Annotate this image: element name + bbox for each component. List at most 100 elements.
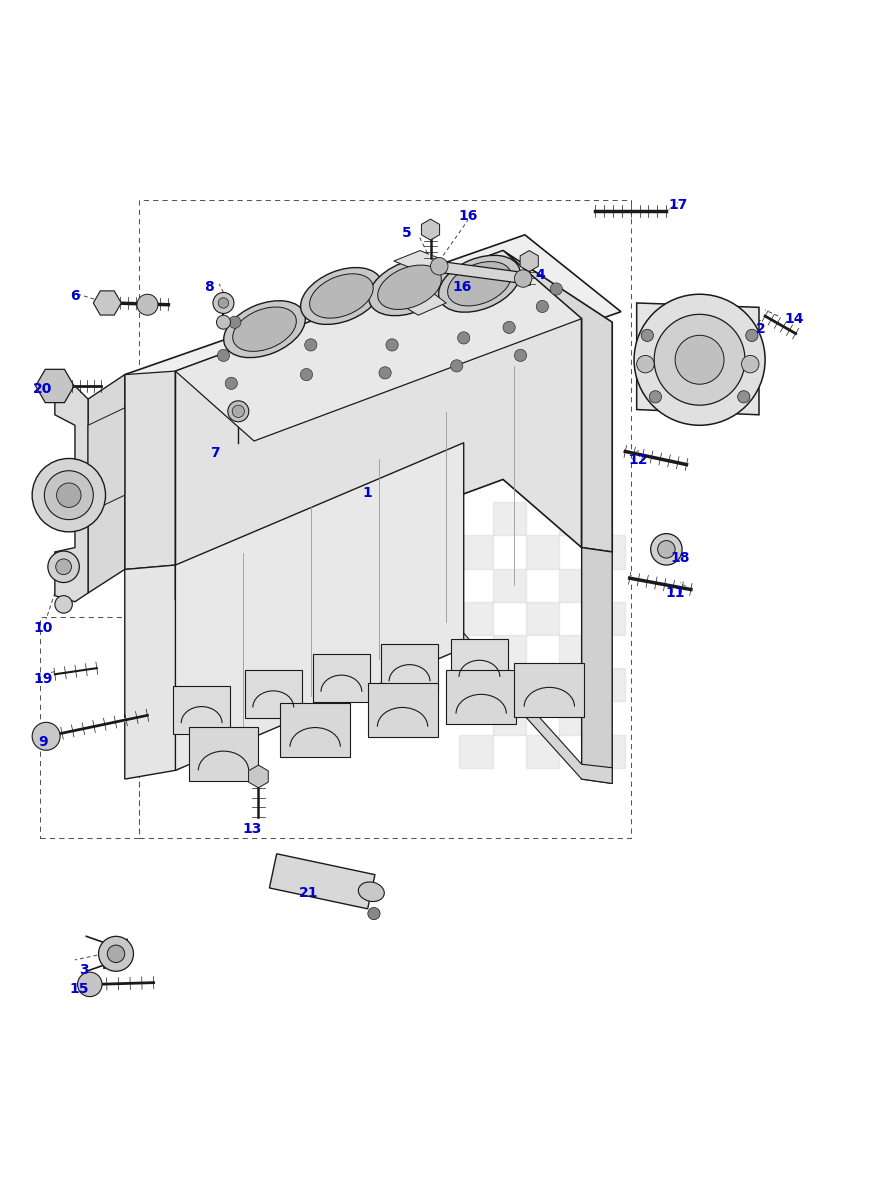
Circle shape: [45, 470, 94, 520]
Text: 6: 6: [70, 289, 80, 302]
Bar: [592, 734, 626, 768]
Circle shape: [108, 946, 125, 962]
Circle shape: [48, 551, 80, 582]
Circle shape: [386, 338, 398, 352]
Polygon shape: [125, 235, 621, 451]
Circle shape: [99, 936, 134, 971]
Circle shape: [368, 907, 380, 919]
Circle shape: [430, 258, 448, 275]
Bar: [493, 569, 526, 601]
Text: 11: 11: [665, 586, 685, 600]
Bar: [526, 734, 559, 768]
Text: 18: 18: [670, 551, 690, 565]
Circle shape: [654, 314, 745, 406]
Polygon shape: [175, 251, 582, 442]
Ellipse shape: [448, 262, 511, 306]
Text: 21: 21: [298, 886, 318, 900]
Bar: [559, 502, 592, 535]
Text: 14: 14: [784, 312, 803, 325]
Circle shape: [228, 316, 241, 329]
Circle shape: [225, 377, 237, 390]
Text: 13: 13: [242, 822, 262, 836]
Circle shape: [304, 338, 317, 352]
Text: 8: 8: [204, 281, 213, 294]
Text: 10: 10: [33, 620, 52, 635]
Circle shape: [741, 355, 759, 373]
Circle shape: [213, 293, 234, 313]
Bar: [459, 601, 493, 635]
Polygon shape: [88, 374, 125, 593]
Circle shape: [137, 294, 158, 316]
Polygon shape: [175, 251, 582, 600]
Text: 3: 3: [79, 962, 88, 977]
Text: 15: 15: [70, 982, 89, 996]
Text: 16: 16: [452, 281, 472, 294]
Polygon shape: [394, 251, 446, 271]
Circle shape: [379, 367, 391, 379]
Circle shape: [746, 329, 758, 342]
Circle shape: [57, 482, 81, 508]
Text: 5: 5: [402, 226, 412, 240]
Circle shape: [451, 360, 463, 372]
Circle shape: [676, 335, 724, 384]
Circle shape: [217, 349, 229, 361]
Text: pia: pia: [280, 691, 319, 714]
Text: 16: 16: [458, 209, 478, 223]
Text: Sco: Sco: [154, 626, 281, 688]
Ellipse shape: [368, 259, 451, 316]
Polygon shape: [313, 654, 370, 702]
Bar: [526, 668, 559, 701]
Bar: [526, 601, 559, 635]
Circle shape: [658, 540, 676, 558]
Circle shape: [232, 406, 244, 418]
Polygon shape: [188, 727, 258, 781]
Circle shape: [56, 559, 72, 575]
Polygon shape: [245, 670, 302, 718]
Circle shape: [637, 355, 654, 373]
Circle shape: [550, 283, 563, 295]
Bar: [493, 502, 526, 535]
Circle shape: [55, 595, 73, 613]
Text: 7: 7: [210, 446, 220, 461]
Polygon shape: [503, 251, 612, 552]
Polygon shape: [280, 703, 350, 757]
Polygon shape: [446, 670, 516, 724]
Bar: [493, 701, 526, 734]
Bar: [559, 635, 592, 668]
Circle shape: [514, 270, 532, 287]
Circle shape: [218, 298, 228, 308]
Bar: [459, 535, 493, 569]
Bar: [526, 535, 559, 569]
Ellipse shape: [378, 265, 441, 310]
Polygon shape: [175, 443, 464, 770]
Text: 9: 9: [38, 734, 47, 749]
Polygon shape: [55, 377, 88, 601]
Circle shape: [458, 332, 470, 344]
Circle shape: [78, 972, 102, 997]
Bar: [493, 635, 526, 668]
Polygon shape: [438, 262, 525, 283]
Circle shape: [634, 294, 765, 425]
Polygon shape: [125, 443, 464, 779]
Polygon shape: [464, 634, 612, 784]
Ellipse shape: [310, 274, 374, 318]
Polygon shape: [382, 643, 438, 691]
Circle shape: [32, 722, 60, 750]
Text: 4: 4: [536, 268, 545, 282]
Polygon shape: [398, 290, 446, 316]
Text: 20: 20: [33, 382, 52, 396]
Circle shape: [503, 322, 515, 334]
Circle shape: [641, 329, 654, 342]
Bar: [459, 668, 493, 701]
Circle shape: [514, 349, 527, 361]
Polygon shape: [514, 662, 584, 718]
Bar: [559, 701, 592, 734]
Bar: [592, 601, 626, 635]
Polygon shape: [637, 302, 759, 415]
Circle shape: [649, 391, 662, 403]
Bar: [459, 734, 493, 768]
Circle shape: [216, 316, 230, 329]
Bar: [592, 668, 626, 701]
Text: 17: 17: [668, 198, 688, 212]
Polygon shape: [368, 683, 438, 737]
